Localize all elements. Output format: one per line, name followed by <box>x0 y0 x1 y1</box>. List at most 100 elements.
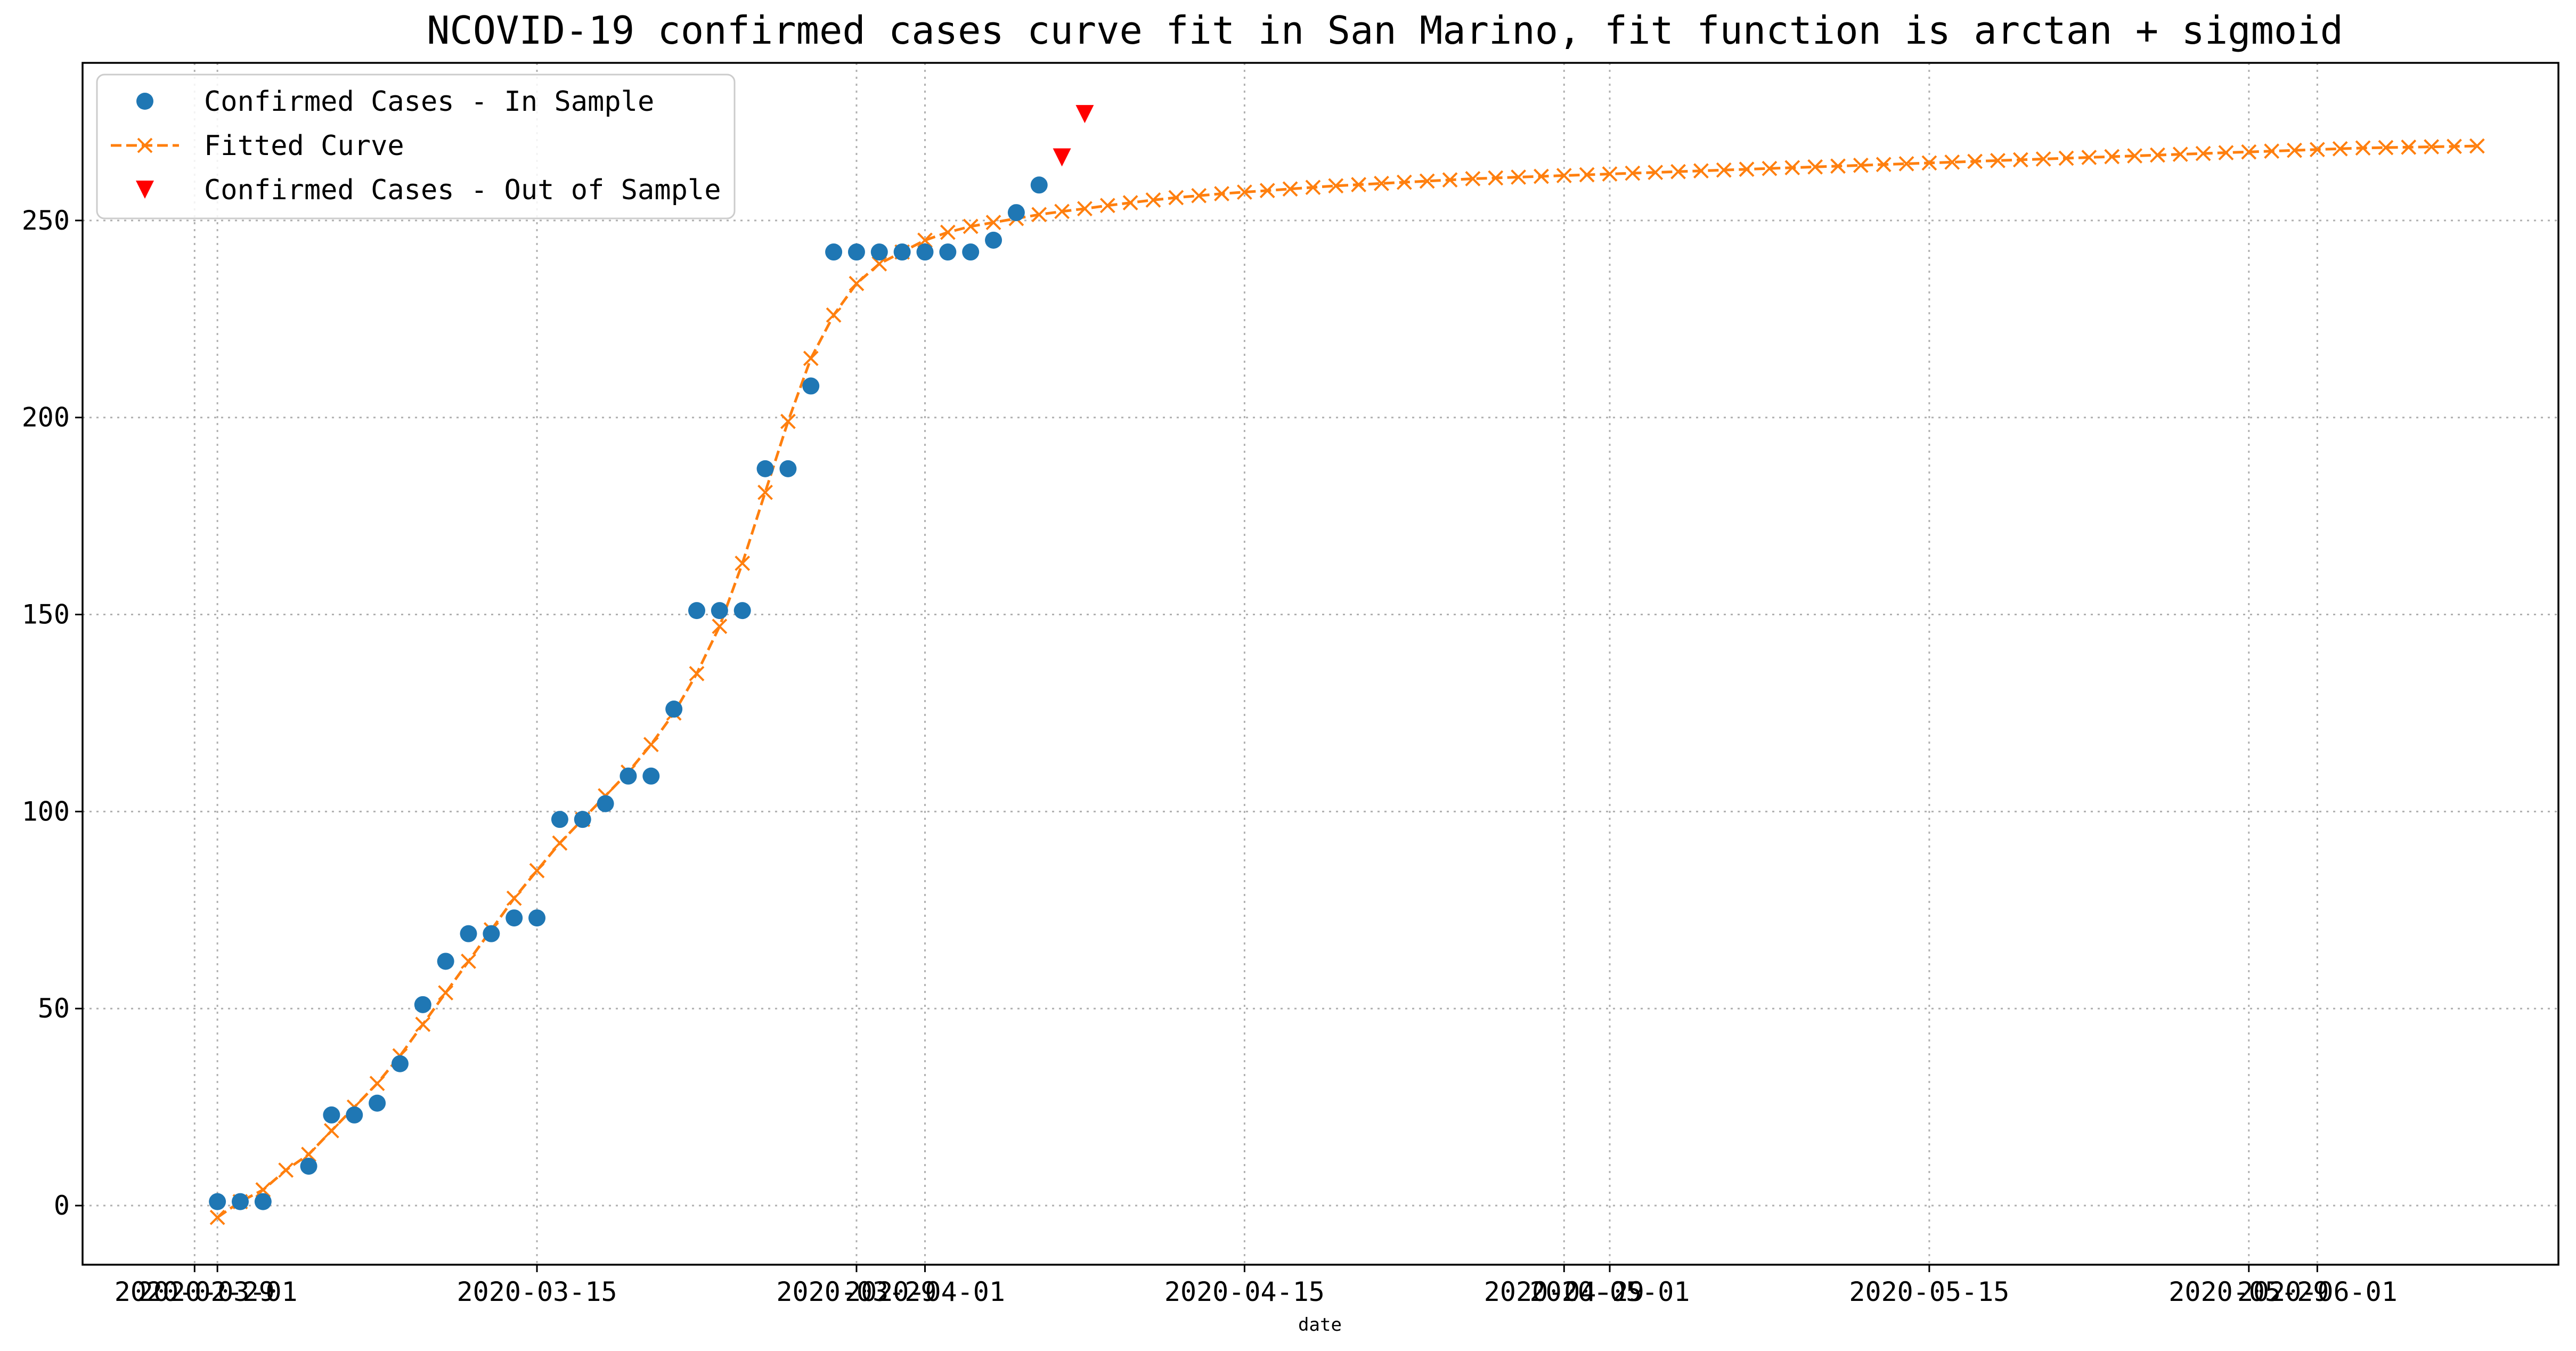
x-tick-label: 2020-05-01 <box>1529 1276 1690 1307</box>
y-tick-label: 50 <box>38 993 70 1024</box>
fitted-curve-marker <box>1419 173 1435 189</box>
in-sample-point <box>551 811 568 828</box>
fitted-curve-marker <box>1145 192 1161 208</box>
legend-label: Fitted Curve <box>204 130 404 162</box>
y-tick-label: 200 <box>22 402 70 433</box>
fitted-curve-marker <box>1191 188 1207 204</box>
y-tick-label: 100 <box>22 796 70 827</box>
in-sample-point <box>300 1158 317 1175</box>
in-sample-point <box>711 602 728 620</box>
x-tick-label: 2020-03-15 <box>457 1276 617 1307</box>
fitted-curve-marker <box>1442 172 1458 188</box>
in-sample-point <box>916 243 934 261</box>
fitted-curve-marker <box>1077 201 1093 217</box>
fitted-curve-marker <box>1305 180 1321 196</box>
fitted-curve-marker <box>1693 163 1709 179</box>
fitted-curve-marker <box>1853 157 1869 173</box>
in-sample-point <box>962 243 980 261</box>
fitted-curve-marker <box>1556 168 1572 183</box>
fitted-curve-marker <box>1898 156 1914 172</box>
fitted-curve-marker <box>2218 145 2234 161</box>
fitted-curve-marker <box>255 1182 271 1198</box>
in-sample-point <box>688 602 705 620</box>
fitted-curve-marker <box>1670 164 1686 180</box>
in-sample-point <box>574 811 591 828</box>
fitted-curve-marker <box>2401 139 2417 155</box>
fitted-curve-marker <box>1511 169 1527 185</box>
out-of-sample-point <box>1053 148 1071 167</box>
fitted-curve-marker <box>2035 151 2051 167</box>
fitted-curve-marker <box>323 1123 339 1138</box>
x-axis-label: date <box>1298 1314 1342 1336</box>
fitted-curve-marker <box>2309 142 2325 158</box>
x-tick-label: 2020-05-29 <box>2169 1276 2329 1307</box>
fitted-curve-marker <box>2447 139 2462 154</box>
fitted-curve-marker <box>1214 186 1229 201</box>
fitted-curve-marker <box>780 413 796 429</box>
fitted-curve-marker <box>438 985 454 1001</box>
fitted-curve-marker <box>1876 157 1892 173</box>
fitted-curve-marker <box>301 1146 316 1162</box>
in-sample-point <box>506 909 523 927</box>
y-tick-label: 150 <box>22 599 70 630</box>
fitted-curve-marker <box>506 890 522 906</box>
fitted-curve-marker <box>1625 165 1641 181</box>
fitted-curve-marker <box>2355 140 2371 156</box>
out-of-sample-point <box>1075 105 1094 124</box>
in-sample-point <box>825 243 843 261</box>
in-sample-point <box>665 701 683 718</box>
fitted-curve-marker <box>2378 140 2394 156</box>
fitted-curve-marker <box>1168 190 1184 206</box>
fitted-curve-marker <box>1739 161 1755 177</box>
fitted-curve-marker <box>2287 142 2302 158</box>
legend-box <box>96 74 736 219</box>
x-tick-label: 2020-03-29 <box>776 1276 936 1307</box>
fitted-curve-marker <box>940 224 956 240</box>
fitted-curve-marker <box>985 215 1001 230</box>
fitted-curve-marker <box>2264 143 2280 159</box>
data-points <box>209 105 1094 1210</box>
fitted-curve-marker <box>1236 184 1252 200</box>
in-sample-point <box>870 243 888 261</box>
fitted-curve-marker <box>1762 160 1778 176</box>
legend-circle-marker <box>136 93 153 110</box>
fitted-curve-marker <box>1921 155 1937 171</box>
fitted-curve-line <box>216 144 2477 1219</box>
fitted-curve-marker <box>1054 204 1070 219</box>
fitted-curve-marker <box>826 307 842 323</box>
in-sample-point <box>733 602 751 620</box>
fitted-curve-marker <box>2332 141 2348 157</box>
in-sample-point <box>414 996 431 1013</box>
fitted-curve-marker <box>1465 171 1481 186</box>
fitted-curve-marker <box>712 618 728 634</box>
fitted-curve-marker <box>917 232 933 248</box>
legend: Confirmed Cases - In Sample Fitted Curve C… <box>96 74 736 219</box>
fitted-curve-marker <box>461 954 476 969</box>
x-tick-label: 2020-03-01 <box>137 1276 298 1307</box>
plot-area-frame <box>81 62 2559 1266</box>
fitted-curve-marker <box>849 275 865 291</box>
fitted-curve-marker <box>689 666 705 681</box>
in-sample-point <box>346 1106 363 1124</box>
fitted-curve-marker <box>529 862 545 878</box>
in-sample-point <box>802 377 820 395</box>
in-sample-point <box>254 1193 272 1210</box>
fitted-curve-marker <box>1990 153 2006 168</box>
fitted-curve-marker <box>2424 139 2440 154</box>
fitted-curve-marker <box>2469 138 2485 154</box>
legend-cross-marker <box>137 137 153 153</box>
fitted-curve-marker <box>1602 166 1618 182</box>
in-sample-point <box>779 460 797 477</box>
fitted-curve-marker <box>1122 195 1138 210</box>
fitted-curve-marker <box>1967 153 1983 169</box>
fitted-curve-marker <box>1259 183 1275 199</box>
in-sample-point <box>437 953 454 970</box>
fitted-curve-marker <box>1648 165 1664 181</box>
y-tick-label: 250 <box>22 205 70 236</box>
fitted-curve-marker <box>757 484 773 500</box>
in-sample-point <box>483 925 500 942</box>
fitted-curve-marker <box>1282 181 1298 197</box>
